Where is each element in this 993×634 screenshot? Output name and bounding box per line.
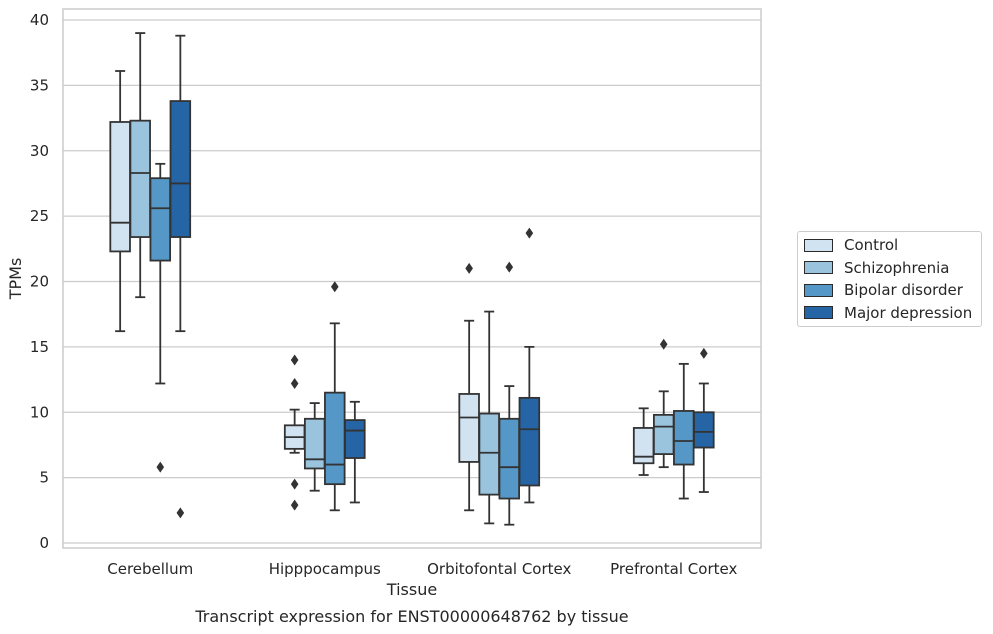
box-2-1: [324, 281, 346, 512]
legend-item: Bipolar disorder: [804, 279, 963, 301]
y-tick-label: 25: [30, 207, 49, 225]
legend-swatch: [804, 238, 833, 252]
box-iqr: [458, 393, 480, 463]
box-2-0: [149, 162, 172, 473]
y-tick-label: 20: [30, 273, 49, 291]
outlier-point: [156, 461, 165, 473]
y-tick-labels: 0 5 10 15 20 25 30 35 40: [30, 11, 49, 552]
outlier-point: [290, 499, 299, 511]
box-iqr: [344, 419, 366, 459]
box-iqr: [109, 121, 131, 253]
legend-item: Major depression: [804, 302, 972, 324]
plot-area-frame: [62, 8, 762, 549]
box-iqr: [652, 413, 675, 455]
legend-item: Schizophrenia: [804, 257, 949, 279]
box-iqr: [693, 411, 715, 449]
legend-label: Major depression: [844, 303, 973, 322]
outlier-point: [290, 377, 299, 389]
box-iqr: [518, 396, 541, 487]
x-tick-label: Orbitofontal Cortex: [427, 560, 571, 578]
box-3-1: [344, 400, 366, 504]
y-axis-label: TPMs: [6, 258, 25, 301]
box-0-2: [458, 262, 480, 512]
box-1-2: [478, 310, 500, 525]
outlier-point: [176, 507, 185, 519]
legend-swatch: [804, 306, 833, 319]
box-3-0: [169, 34, 192, 519]
legend-label: Control: [844, 236, 899, 254]
box-iqr: [303, 417, 326, 470]
outlier-point: [505, 261, 514, 273]
x-tick-label: Hipppocampus: [269, 560, 381, 578]
box-0-1: [283, 354, 306, 511]
y-tick-label: 0: [39, 534, 49, 552]
outlier-point: [700, 347, 708, 359]
box-1-0: [129, 32, 151, 299]
gridlines: [63, 19, 761, 544]
box-iqr: [129, 119, 151, 238]
outlier-point: [525, 227, 534, 239]
box-iqr: [149, 177, 172, 262]
legend-swatch: [804, 283, 833, 297]
box-iqr: [169, 100, 192, 238]
y-tick-label: 10: [30, 403, 49, 421]
x-axis-label: Tissue: [386, 580, 437, 599]
box-3-3: [693, 347, 715, 493]
y-tick-label: 30: [30, 142, 49, 160]
outlier-point: [290, 478, 299, 490]
x-tick-label: Cerebellum: [107, 560, 193, 578]
box-iqr: [324, 391, 346, 486]
legend: Control Schizophrenia Bipolar disorder Majo…: [797, 231, 982, 327]
outlier-point: [290, 354, 299, 366]
outlier-point: [659, 338, 668, 350]
outlier-point: [465, 262, 473, 274]
box-0-3: [632, 407, 655, 476]
y-tick-label: 15: [30, 338, 49, 356]
outlier-point: [330, 281, 339, 293]
box-2-3: [673, 362, 695, 500]
chart-caption: Transcript expression for ENST0000064876…: [194, 607, 628, 626]
legend-label: Bipolar disorder: [844, 281, 963, 299]
boxes-layer: [109, 32, 715, 526]
x-tick-label: Prefrontal Cortex: [610, 560, 737, 578]
y-tick-label: 40: [30, 11, 49, 29]
legend-swatch: [804, 261, 833, 274]
box-3-2: [518, 227, 541, 504]
legend-label: Schizophrenia: [844, 258, 950, 277]
y-tick-label: 35: [30, 76, 49, 94]
box-0-0: [109, 70, 131, 333]
x-tick-labels: Cerebellum Hipppocampus Orbitofontal Corte…: [107, 560, 737, 578]
box-iqr: [478, 412, 500, 496]
box-iqr: [632, 427, 655, 465]
box-2-2: [498, 261, 521, 526]
y-tick-label: 5: [39, 469, 49, 487]
box-iqr: [498, 417, 521, 500]
box-1-3: [652, 338, 675, 469]
box-iqr: [673, 410, 695, 466]
legend-item: Control: [804, 234, 898, 256]
